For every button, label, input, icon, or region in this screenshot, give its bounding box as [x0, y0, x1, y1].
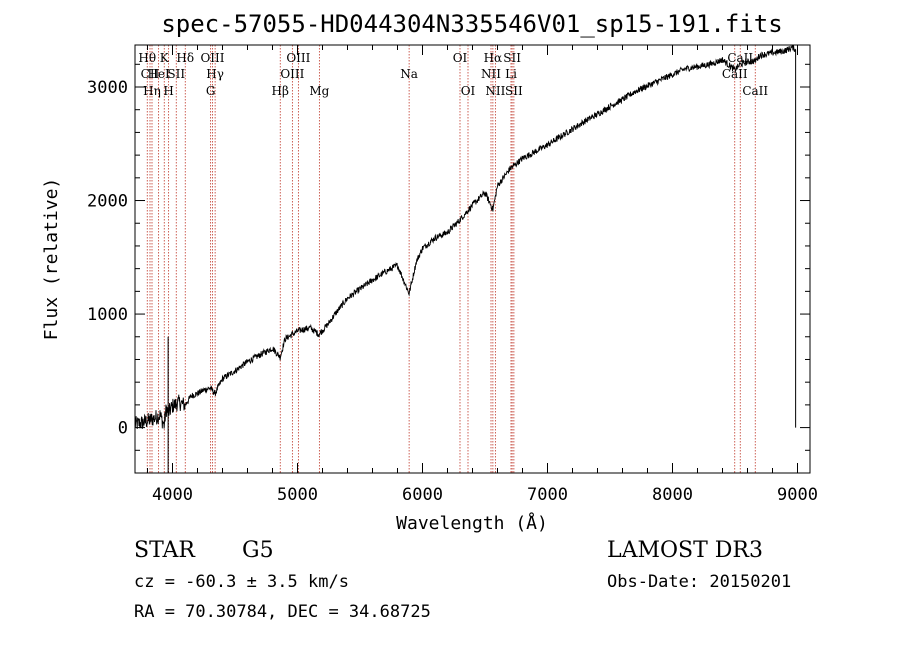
axis-ticks-layer: 4000 5000 6000 7000 8000 9000 0 1000 2000 3000	[87, 45, 818, 505]
x-tick-label: 6000	[402, 485, 443, 505]
redshift-value: cz = -60.3 ± 3.5 km/s	[134, 572, 349, 592]
coordinates: RA = 70.30784, DEC = 34.68725	[134, 602, 431, 622]
spectral-line-label: Hθ	[138, 51, 156, 65]
spectral-line-label: CaII	[742, 84, 768, 98]
spectral-line-label: Hβ	[272, 84, 289, 98]
spectral-line-label: Li	[505, 67, 517, 81]
plot-frame	[134, 44, 811, 474]
spectral-line-label: OIII	[286, 51, 310, 65]
spectral-line-label: Hγ	[206, 67, 224, 81]
spectral-line-label: CaII	[722, 67, 748, 81]
object-class: STAR	[134, 538, 195, 563]
spectral-line-label: NII	[485, 84, 505, 98]
x-tick-label: 5000	[277, 485, 318, 505]
spectral-line-label: G	[206, 84, 216, 98]
spectral-line-label: Hη	[143, 84, 161, 98]
spectral-line-label: OI	[453, 51, 468, 65]
spectral-line-label: SII	[167, 67, 185, 81]
x-axis-label: Wavelength (Å)	[396, 512, 548, 534]
object-subclass: G5	[242, 538, 274, 563]
spectral-line-label: CII	[141, 67, 160, 81]
x-tick-label: 7000	[527, 485, 568, 505]
spectral-line-label: OIII	[280, 67, 304, 81]
spectral-line-label: H	[163, 84, 173, 98]
x-tick-label: 9000	[777, 485, 818, 505]
spectrum-series-layer	[134, 44, 797, 473]
spectral-line-label: OIII	[200, 51, 224, 65]
spectral-line-label: CaII	[727, 51, 753, 65]
spectral-line-label: SII	[505, 84, 523, 98]
x-tick-label: 8000	[652, 485, 693, 505]
spectral-line-label: Na	[400, 67, 418, 81]
chart-title: spec-57055-HD044304N335546V01_sp15-191.f…	[161, 10, 782, 38]
survey-name: LAMOST DR3	[607, 538, 763, 563]
spectral-line-label: SII	[503, 51, 521, 65]
x-tick-label: 4000	[152, 485, 193, 505]
y-tick-label: 1000	[87, 305, 128, 325]
y-axis-label: Flux (relative)	[41, 178, 62, 341]
y-tick-label: 3000	[87, 78, 128, 98]
spectral-line-label: HeI	[147, 67, 170, 81]
observation-date: Obs-Date: 20150201	[607, 572, 792, 592]
spectral-line-label: NII	[481, 67, 501, 81]
spectrum-line	[134, 44, 796, 430]
spectral-line-label: OI	[461, 84, 476, 98]
y-tick-label: 0	[118, 419, 128, 439]
y-tick-label: 2000	[87, 192, 128, 212]
spectral-line-label: K	[160, 51, 170, 65]
spectral-line-label: Mg	[309, 84, 329, 98]
spectral-line-label: Hα	[484, 51, 503, 65]
spectral-line-label: Hδ	[176, 51, 194, 65]
line-labels-layer: Hθ CII Hη HeI K H SII Hδ OIII G Hγ Hβ OIII OIII Mg Na OI…	[138, 51, 768, 98]
emission-lines-layer	[146, 45, 756, 473]
